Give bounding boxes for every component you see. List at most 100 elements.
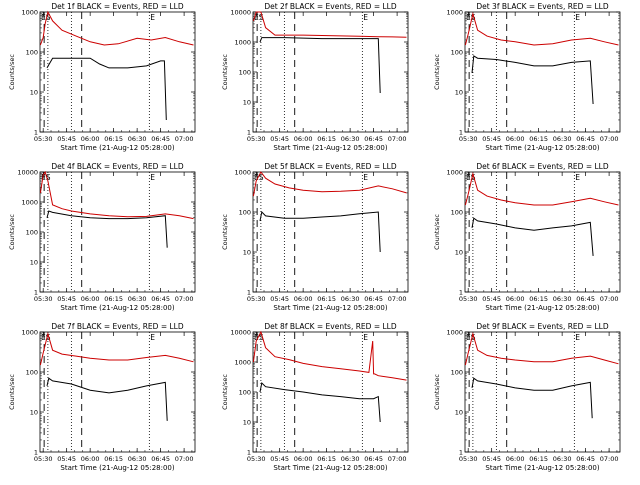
x-tick-label: 07:00 <box>388 295 407 303</box>
x-tick-label: 06:15 <box>104 455 123 463</box>
x-axis-label: Start Time (21-Aug-12 05:28:00) <box>60 304 174 312</box>
x-tick-label: 06:45 <box>151 295 170 303</box>
x-axis-label: Start Time (21-Aug-12 05:28:00) <box>60 464 174 472</box>
chart-title: Det 7f BLACK = Events, RED = LLD <box>51 322 184 331</box>
series-lld <box>464 331 619 366</box>
x-tick-label: 06:45 <box>364 455 383 463</box>
chart-panel-9: Det 9f BLACK = Events, RED = LLD 1 10 100 10… <box>433 322 621 472</box>
x-tick-label: 06:30 <box>341 295 360 303</box>
x-tick-label: 06:30 <box>128 135 147 143</box>
x-tick-label: 06:00 <box>506 455 525 463</box>
marker-label-end: E <box>150 333 155 342</box>
x-tick-label: 06:00 <box>294 295 313 303</box>
x-tick-label: 06:30 <box>341 455 360 463</box>
marker-label-end: E <box>363 13 368 22</box>
y-tick-label: 1 <box>34 289 38 297</box>
series-lld <box>39 10 194 46</box>
series-events <box>259 210 381 253</box>
y-axis-label: Counts/sec <box>433 374 441 410</box>
series-events <box>259 37 381 94</box>
marker-label-start: ES <box>41 333 51 342</box>
y-tick-label: 1 <box>459 449 463 457</box>
marker-label-start: ES <box>466 13 476 22</box>
marker-label-start: ES <box>466 173 476 182</box>
x-tick-label: 05:30 <box>459 455 478 463</box>
y-tick-label: 1 <box>34 449 38 457</box>
chart-panel-1: Det 1f BLACK = Events, RED = LLD 1 10 100 10… <box>8 2 196 152</box>
y-tick-label: 100 <box>26 369 38 377</box>
series-events <box>471 55 594 105</box>
y-axis-label: Counts/sec <box>433 214 441 250</box>
x-tick-label: 05:45 <box>270 135 289 143</box>
marker-label-start: ES <box>254 173 264 182</box>
y-tick-label: 1 <box>247 289 251 297</box>
chart-title: Det 4f BLACK = Events, RED = LLD <box>51 162 184 171</box>
x-tick-label: 05:30 <box>247 295 266 303</box>
x-tick-label: 06:00 <box>81 295 100 303</box>
x-tick-label: 05:30 <box>459 295 478 303</box>
chart-panel-7: Det 7f BLACK = Events, RED = LLD 1 10 100 10… <box>8 322 196 472</box>
x-tick-label: 05:30 <box>247 135 266 143</box>
x-tick-label: 06:15 <box>317 455 336 463</box>
y-tick-label: 1000 <box>234 359 251 367</box>
x-axis-label: Start Time (21-Aug-12 05:28:00) <box>485 144 599 152</box>
plot-frame <box>39 171 196 293</box>
chart-title: Det 8f BLACK = Events, RED = LLD <box>264 322 397 331</box>
x-tick-label: 06:15 <box>104 295 123 303</box>
marker-label-end: E <box>575 13 580 22</box>
marker-label-start: ES <box>466 333 476 342</box>
marker-label-start: ES <box>41 13 51 22</box>
x-tick-label: 07:00 <box>388 135 407 143</box>
y-axis-label: Counts/sec <box>8 214 16 250</box>
x-tick-label: 06:15 <box>529 135 548 143</box>
series-lld <box>252 171 407 197</box>
y-axis-label: Counts/sec <box>221 374 229 410</box>
y-tick-label: 1000 <box>21 9 38 17</box>
marker-label-end: E <box>150 173 155 182</box>
y-axis-label: Counts/sec <box>221 54 229 90</box>
y-tick-label: 100 <box>239 389 251 397</box>
y-tick-label: 100 <box>239 69 251 77</box>
x-tick-label: 05:45 <box>482 135 501 143</box>
y-tick-label: 100 <box>26 229 38 237</box>
x-tick-label: 06:30 <box>341 135 360 143</box>
y-tick-label: 1000 <box>21 199 38 207</box>
x-tick-label: 07:00 <box>175 135 194 143</box>
x-tick-label: 05:30 <box>34 135 53 143</box>
x-axis-label: Start Time (21-Aug-12 05:28:00) <box>485 464 599 472</box>
x-tick-label: 07:00 <box>388 455 407 463</box>
y-tick-label: 10 <box>455 249 463 257</box>
x-tick-label: 07:00 <box>600 455 619 463</box>
series-lld <box>464 171 619 206</box>
x-axis-label: Start Time (21-Aug-12 05:28:00) <box>273 464 387 472</box>
chart-panel-8: Det 8f BLACK = Events, RED = LLD 1 10 100 10… <box>221 322 409 472</box>
chart-panel-2: Det 2f BLACK = Events, RED = LLD 1 10 100 10… <box>221 2 409 152</box>
y-tick-label: 1 <box>247 129 251 137</box>
series-events <box>46 57 167 121</box>
y-axis-label: Counts/sec <box>221 214 229 250</box>
y-tick-label: 10 <box>30 259 38 267</box>
chart-title: Det 1f BLACK = Events, RED = LLD <box>51 2 184 11</box>
marker-label-start: ES <box>254 13 264 22</box>
x-tick-label: 06:30 <box>553 295 572 303</box>
x-tick-label: 05:45 <box>57 295 76 303</box>
y-tick-label: 1000 <box>234 39 251 47</box>
x-tick-label: 07:00 <box>175 295 194 303</box>
series-events <box>46 377 168 421</box>
x-tick-label: 05:45 <box>270 295 289 303</box>
chart-title: Det 5f BLACK = Events, RED = LLD <box>264 162 397 171</box>
y-tick-label: 10 <box>455 409 463 417</box>
x-tick-label: 06:00 <box>294 135 313 143</box>
y-tick-label: 1000 <box>446 329 463 337</box>
x-tick-label: 05:30 <box>34 455 53 463</box>
plot-frame <box>39 11 196 133</box>
y-tick-label: 100 <box>26 49 38 57</box>
y-tick-label: 100 <box>451 209 463 217</box>
x-tick-label: 06:45 <box>576 295 595 303</box>
x-axis-label: Start Time (21-Aug-12 05:28:00) <box>485 304 599 312</box>
y-tick-label: 1000 <box>446 9 463 17</box>
chart-title: Det 3f BLACK = Events, RED = LLD <box>476 2 609 11</box>
x-tick-label: 06:15 <box>317 135 336 143</box>
